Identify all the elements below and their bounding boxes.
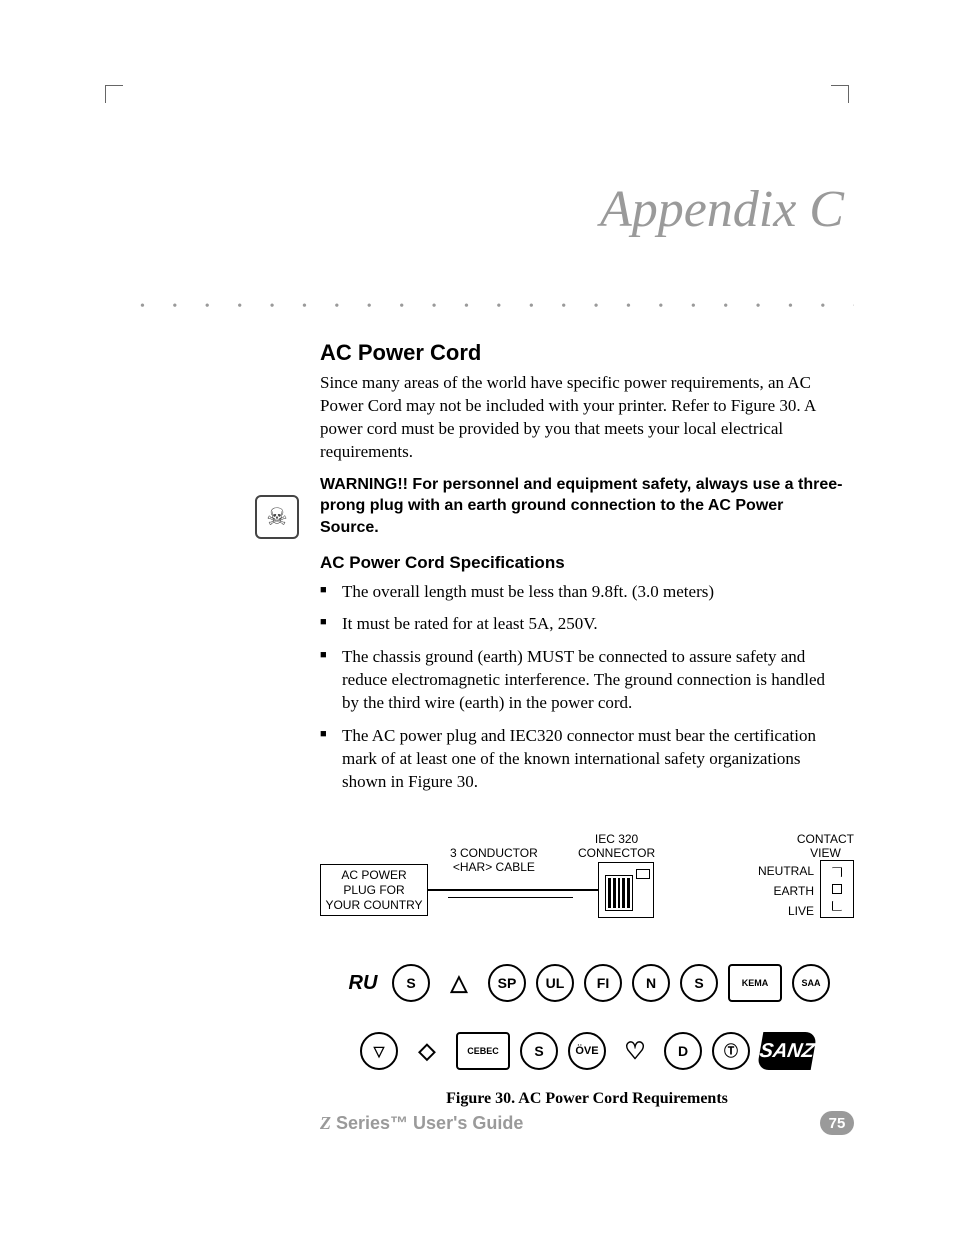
cert-mark: S	[680, 964, 718, 1002]
live-label: LIVE	[758, 902, 814, 922]
section-heading: AC Power Cord	[320, 340, 844, 366]
contact-view-icon	[820, 860, 854, 918]
cert-mark: S	[520, 1032, 558, 1070]
intro-paragraph: Since many areas of the world have speci…	[320, 372, 844, 464]
cert-mark: CEBEC	[456, 1032, 510, 1070]
main-content: AC Power Cord Since many areas of the wo…	[320, 340, 844, 794]
page-content: Appendix C • • • • • • • • • • • • • • •…	[100, 80, 854, 1175]
spec-item: The overall length must be less than 9.8…	[320, 581, 844, 604]
cert-mark: SANZ	[757, 1032, 818, 1070]
page-footer: Z Series™ User's Guide 75	[320, 1111, 854, 1135]
dotted-divider: • • • • • • • • • • • • • • • • • • • • …	[100, 299, 854, 315]
cert-mark: RU	[344, 964, 382, 1002]
earth-label: EARTH	[758, 882, 814, 902]
spec-item: It must be rated for at least 5A, 250V.	[320, 613, 844, 636]
iec-label: IEC 320 CONNECTOR	[578, 832, 655, 861]
appendix-title: Appendix C	[100, 180, 854, 239]
cert-mark: Ⓣ	[712, 1032, 750, 1070]
cable-line	[428, 889, 598, 891]
specs-heading: AC Power Cord Specifications	[320, 553, 844, 573]
certification-marks-row-2: ▽ ◇ CEBEC S ÖVE ♡ D Ⓣ SANZ	[320, 1032, 854, 1070]
cert-mark: △	[440, 964, 478, 1002]
cert-mark: ♡	[616, 1032, 654, 1070]
spec-item: The chassis ground (earth) MUST be conne…	[320, 646, 844, 715]
certification-marks-row-1: RU S △ SP UL FI N S KEMA SAA	[320, 964, 854, 1002]
footer-title: Z Series™ User's Guide	[320, 1113, 523, 1134]
contact-view-label: CONTACT VIEW	[797, 832, 854, 861]
cert-mark: ◇	[408, 1032, 446, 1070]
cable-label: 3 CONDUCTOR <HAR> CABLE	[450, 846, 538, 875]
plug-label: AC POWER PLUG FOR YOUR COUNTRY	[325, 868, 422, 913]
figure-caption: Figure 30. AC Power Cord Requirements	[320, 1090, 854, 1108]
cert-mark: SP	[488, 964, 526, 1002]
warning-text: WARNING!! For personnel and equipment sa…	[320, 474, 844, 539]
skull-warning-icon: ☠	[255, 495, 299, 539]
figure-30: AC POWER PLUG FOR YOUR COUNTRY 3 CONDUCT…	[320, 834, 854, 1108]
neutral-label: NEUTRAL	[758, 862, 814, 882]
spec-item: The AC power plug and IEC320 connector m…	[320, 725, 844, 794]
power-cord-diagram: AC POWER PLUG FOR YOUR COUNTRY 3 CONDUCT…	[320, 834, 854, 934]
cert-mark: S	[392, 964, 430, 1002]
iec-connector-icon	[598, 862, 654, 918]
cert-mark: SAA	[792, 964, 830, 1002]
cert-mark: ÖVE	[568, 1032, 606, 1070]
cert-mark: D	[664, 1032, 702, 1070]
footer-series: Z	[320, 1113, 331, 1133]
cert-mark: FI	[584, 964, 622, 1002]
cert-mark: N	[632, 964, 670, 1002]
specs-list: The overall length must be less than 9.8…	[320, 581, 844, 795]
cert-mark: UL	[536, 964, 574, 1002]
contact-pin-labels: NEUTRAL EARTH LIVE	[758, 862, 814, 921]
footer-guide-title: Series™ User's Guide	[331, 1113, 523, 1133]
cert-mark: ▽	[360, 1032, 398, 1070]
page-number-badge: 75	[820, 1111, 854, 1135]
cert-mark: KEMA	[728, 964, 782, 1002]
plug-box: AC POWER PLUG FOR YOUR COUNTRY	[320, 864, 428, 916]
